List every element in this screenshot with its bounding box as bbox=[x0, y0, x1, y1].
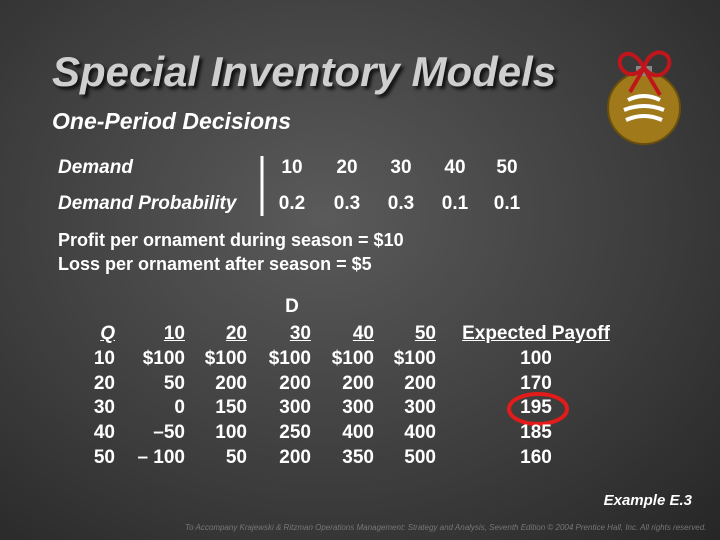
cell: 30 bbox=[93, 397, 115, 418]
example: Example E.3 bbox=[603, 492, 692, 509]
cell: 170 bbox=[520, 373, 552, 394]
cell: 20 bbox=[93, 373, 115, 394]
cell: 400 bbox=[342, 422, 374, 443]
cell: $100 bbox=[204, 348, 247, 369]
cell: 50 bbox=[93, 447, 115, 468]
cell: 50 bbox=[225, 447, 247, 468]
row-label: Demand Probability bbox=[58, 193, 237, 214]
cell: 300 bbox=[279, 397, 311, 418]
cell: 300 bbox=[342, 397, 374, 418]
cell: 200 bbox=[279, 373, 311, 394]
cell: 0.3 bbox=[333, 193, 361, 214]
cell: 40 bbox=[93, 422, 115, 443]
cell: $100 bbox=[142, 348, 185, 369]
cell: 250 bbox=[279, 422, 311, 443]
column-header: Q bbox=[100, 323, 115, 344]
cell: 0 bbox=[174, 397, 185, 418]
column-header: 20 bbox=[225, 323, 247, 344]
cell: 50 bbox=[163, 373, 185, 394]
column-header: Expected Payoff bbox=[462, 323, 610, 344]
cell: 350 bbox=[342, 447, 374, 468]
cell: 160 bbox=[520, 447, 552, 468]
cell: 200 bbox=[279, 447, 311, 468]
cell: 400 bbox=[404, 422, 436, 443]
cell: 20 bbox=[336, 157, 358, 178]
cell: 100 bbox=[215, 422, 247, 443]
cell: –50 bbox=[153, 422, 185, 443]
note: Loss per ornament after season = $5 bbox=[58, 254, 372, 274]
subtitle: One-Period Decisions bbox=[52, 108, 292, 134]
column-header: 10 bbox=[163, 323, 185, 344]
note: Profit per ornament during season = $10 bbox=[58, 230, 404, 250]
cell: 300 bbox=[404, 397, 436, 418]
cell: 200 bbox=[342, 373, 374, 394]
title: Special Inventory Models bbox=[52, 48, 557, 95]
cell: $100 bbox=[331, 348, 374, 369]
cell: 40 bbox=[444, 157, 466, 178]
cell: 10 bbox=[93, 348, 115, 369]
cell: 185 bbox=[520, 422, 552, 443]
cell: 200 bbox=[215, 373, 247, 394]
cell: $100 bbox=[393, 348, 436, 369]
column-header: 50 bbox=[414, 323, 436, 344]
row-label: Demand bbox=[58, 157, 133, 178]
cell: 150 bbox=[215, 397, 247, 418]
cell: $100 bbox=[268, 348, 311, 369]
ornament bbox=[607, 50, 681, 145]
highlight bbox=[507, 392, 569, 426]
column-header: 40 bbox=[352, 323, 374, 344]
footer: To Accompany Krajewski & Ritzman Operati… bbox=[185, 523, 707, 532]
cell: 0.1 bbox=[441, 193, 469, 214]
cell: 100 bbox=[520, 348, 552, 369]
cell: 50 bbox=[496, 157, 518, 178]
cell: 200 bbox=[404, 373, 436, 394]
cell: 0.2 bbox=[278, 193, 306, 214]
cell: 0.3 bbox=[387, 193, 415, 214]
cell: 0.1 bbox=[493, 193, 521, 214]
cell: 10 bbox=[281, 157, 303, 178]
cell: 195 bbox=[520, 397, 552, 418]
cell: 500 bbox=[404, 447, 436, 468]
column-header: 30 bbox=[289, 323, 311, 344]
group-header: D bbox=[285, 296, 299, 317]
cell: 30 bbox=[390, 157, 412, 178]
cell: – 100 bbox=[137, 447, 185, 468]
